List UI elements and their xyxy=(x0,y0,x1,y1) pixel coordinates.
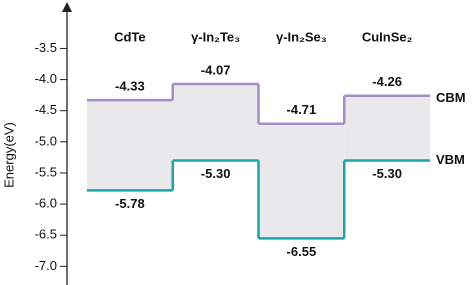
y-tick-label: -7.0 xyxy=(35,258,57,273)
value-label: -4.07 xyxy=(201,62,231,77)
value-label: -4.71 xyxy=(287,102,317,117)
y-axis-label: Energy(eV) xyxy=(1,122,16,188)
y-tick-label: -6.0 xyxy=(35,196,57,211)
y-tick-label: -4.5 xyxy=(35,102,57,117)
gap-fill xyxy=(87,100,173,191)
value-label: -4.33 xyxy=(115,79,145,94)
category-label: CdTe xyxy=(114,29,146,44)
category-label: CuInSe₂ xyxy=(362,29,413,44)
category-label: γ-In₂Te₃ xyxy=(191,29,240,44)
y-tick-label: -4.0 xyxy=(35,71,57,86)
y-tick-label: -6.5 xyxy=(35,227,57,242)
value-label: -5.30 xyxy=(201,166,231,181)
value-label: -5.78 xyxy=(115,196,145,211)
series-label: VBM xyxy=(436,152,465,167)
axis-arrow xyxy=(62,2,72,12)
value-label: -6.55 xyxy=(287,244,317,259)
y-tick-label: -5.5 xyxy=(35,164,57,179)
gap-fill xyxy=(344,95,430,161)
gap-fill xyxy=(258,123,345,239)
category-label: γ-In₂Se₃ xyxy=(276,29,327,44)
y-tick-label: -5.0 xyxy=(35,133,57,148)
value-label: -5.30 xyxy=(372,166,402,181)
value-label: -4.26 xyxy=(372,74,402,89)
series-label: CBM xyxy=(436,90,466,105)
y-tick-label: -3.5 xyxy=(35,40,57,55)
gap-fill xyxy=(172,83,259,161)
